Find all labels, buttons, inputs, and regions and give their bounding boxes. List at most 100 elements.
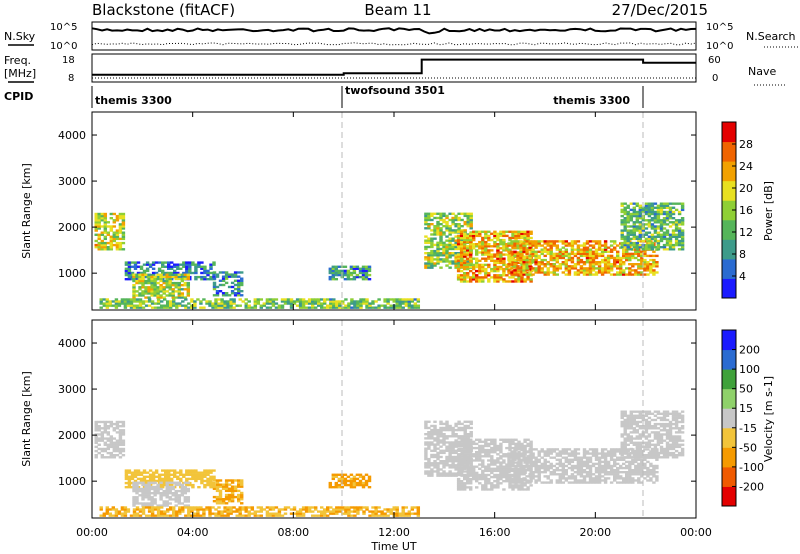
colorbar-tick-3: 20 bbox=[739, 182, 753, 195]
scatter-region-5 bbox=[328, 473, 372, 489]
colorbar-swatch-6 bbox=[722, 388, 736, 409]
scatter-region-3 bbox=[132, 481, 191, 507]
cpid-segment-3: themis 3300 bbox=[553, 94, 630, 107]
date-label: 27/Dec/2015 bbox=[612, 1, 708, 19]
y-tick-label-4: 4000 bbox=[58, 129, 86, 142]
velocity-colorbar: 200 100 50 15 -15 -50 -100 -200 bbox=[721, 329, 764, 507]
scatter-region-4 bbox=[212, 271, 244, 297]
scatter-region-1 bbox=[94, 212, 126, 251]
nave-label: Nave bbox=[748, 65, 776, 78]
freq-label-2: [MHz] bbox=[4, 67, 36, 80]
x-tick-label-5: 16:00 bbox=[479, 526, 511, 539]
colorbar-swatch-9 bbox=[722, 330, 736, 351]
colorbar-tick-6: -50 bbox=[739, 441, 757, 454]
colorbar-swatch-3 bbox=[722, 239, 736, 260]
power-y-ticks: 1000 2000 3000 4000 bbox=[58, 129, 696, 280]
sky-right-tick-top: 10^5 bbox=[706, 22, 733, 33]
scatter-region-10 bbox=[620, 202, 685, 251]
colorbar-tick-7: 4 bbox=[739, 270, 746, 283]
y-tick-label-3: 3000 bbox=[58, 175, 86, 188]
velocity-colorbar-label: Velocity [m s-1] bbox=[762, 376, 775, 462]
colorbar-tick-6: 8 bbox=[739, 248, 746, 261]
colorbar-tick-3: 50 bbox=[739, 383, 753, 396]
colorbar-tick-5: 12 bbox=[739, 226, 753, 239]
velocity-ylabel: Slant Range [km] bbox=[20, 371, 33, 467]
colorbar-tick-2: 100 bbox=[739, 363, 760, 376]
beam-label: Beam 11 bbox=[364, 1, 431, 19]
y-tick-label-3: 3000 bbox=[58, 383, 86, 396]
freq-tick-bottom: 8 bbox=[68, 73, 74, 84]
colorbar-swatch-7 bbox=[722, 161, 736, 182]
colorbar-tick-4: 15 bbox=[739, 402, 753, 415]
sky-right-label: N.Search bbox=[746, 30, 796, 43]
colorbar-swatch-6 bbox=[722, 180, 736, 201]
cpid-panel: CPID themis 3300 twofsound 3501 themis 3… bbox=[4, 84, 644, 108]
y-tick-label-2: 2000 bbox=[58, 429, 86, 442]
figure-title: Blackstone (fitACF) bbox=[92, 1, 235, 19]
y-tick-label-1: 1000 bbox=[58, 267, 86, 280]
power-colorbar-label: Power [dB] bbox=[762, 181, 775, 241]
sky-left-tick-top: 10^5 bbox=[50, 22, 77, 33]
colorbar-tick-5: -15 bbox=[739, 422, 757, 435]
colorbar-swatch-5 bbox=[722, 408, 736, 429]
x-tick-label-4: 12:00 bbox=[378, 526, 410, 539]
x-tick-label-3: 08:00 bbox=[277, 526, 309, 539]
nave-tick-bottom: 0 bbox=[712, 73, 718, 84]
scatter-region-6 bbox=[99, 506, 421, 517]
colorbar-tick-1: 200 bbox=[739, 344, 760, 357]
scatter-region-4 bbox=[212, 479, 244, 505]
x-tick-label-2: 04:00 bbox=[177, 526, 209, 539]
power-heatmap bbox=[94, 202, 685, 309]
scatter-region-10 bbox=[620, 410, 685, 459]
colorbar-swatch-4 bbox=[722, 427, 736, 448]
colorbar-tick-8: -200 bbox=[739, 480, 764, 493]
freq-panel: Freq. [MHz] Nave 18 8 60 0 bbox=[4, 53, 786, 86]
colorbar-tick-2: 24 bbox=[739, 160, 753, 173]
velocity-x-ticks: 00:00 04:00 08:00 12:00 16:00 20:00 00:00 bbox=[76, 112, 712, 539]
colorbar-swatch-3 bbox=[722, 447, 736, 468]
x-tick-label-1: 00:00 bbox=[76, 526, 108, 539]
colorbar-swatch-1 bbox=[722, 486, 736, 507]
frequency-line bbox=[92, 58, 696, 76]
scatter-region-9 bbox=[507, 448, 659, 484]
n-sky-line bbox=[91, 27, 697, 35]
velocity-panel: 1000 2000 3000 4000 00:00 04:00 08:00 12:00 16:… bbox=[20, 112, 775, 553]
colorbar-swatch-7 bbox=[722, 369, 736, 390]
sky-right-tick-bottom: 10^0 bbox=[706, 41, 733, 52]
cpid-segment-2: twofsound 3501 bbox=[345, 84, 445, 97]
colorbar-swatch-8 bbox=[722, 141, 736, 162]
sky-left-label: N.Sky bbox=[4, 30, 36, 43]
scatter-region-1 bbox=[94, 420, 126, 459]
colorbar-tick-1: 28 bbox=[739, 138, 753, 151]
nave-tick-top: 60 bbox=[708, 55, 721, 66]
velocity-y-ticks: 1000 2000 3000 4000 bbox=[58, 337, 696, 488]
colorbar-tick-7: -100 bbox=[739, 461, 764, 474]
freq-tick-top: 18 bbox=[62, 55, 75, 66]
power-colorbar: 28 24 20 16 12 8 4 bbox=[721, 121, 753, 299]
sky-panel: N.Sky N.Search 10^5 10^0 10^5 10^0 bbox=[4, 21, 798, 52]
colorbar-swatch-8 bbox=[722, 349, 736, 370]
sky-left-tick-bottom: 10^0 bbox=[50, 41, 77, 52]
n-search-line bbox=[91, 42, 697, 46]
colorbar-swatch-1 bbox=[722, 278, 736, 299]
scatter-region-3 bbox=[132, 273, 191, 299]
scatter-region-5 bbox=[328, 265, 372, 281]
colorbar-swatch-5 bbox=[722, 200, 736, 221]
x-tick-label-6: 20:00 bbox=[579, 526, 611, 539]
colorbar-swatch-4 bbox=[722, 219, 736, 240]
freq-label-1: Freq. bbox=[4, 54, 31, 67]
colorbar-swatch-2 bbox=[722, 466, 736, 487]
x-tick-label-7: 00:00 bbox=[680, 526, 712, 539]
colorbar-swatch-9 bbox=[722, 122, 736, 143]
scatter-region-8 bbox=[456, 438, 533, 491]
y-tick-label-2: 2000 bbox=[58, 221, 86, 234]
power-panel: 1000 2000 3000 4000 Slant Range [km] 28 24 20… bbox=[20, 111, 775, 311]
cpid-label: CPID bbox=[4, 90, 33, 103]
y-tick-label-1: 1000 bbox=[58, 475, 86, 488]
time-xlabel: Time UT bbox=[370, 540, 416, 553]
scatter-region-9 bbox=[507, 240, 659, 276]
cpid-segment-1: themis 3300 bbox=[95, 94, 172, 107]
colorbar-swatch-2 bbox=[722, 258, 736, 279]
power-ylabel: Slant Range [km] bbox=[20, 163, 33, 259]
